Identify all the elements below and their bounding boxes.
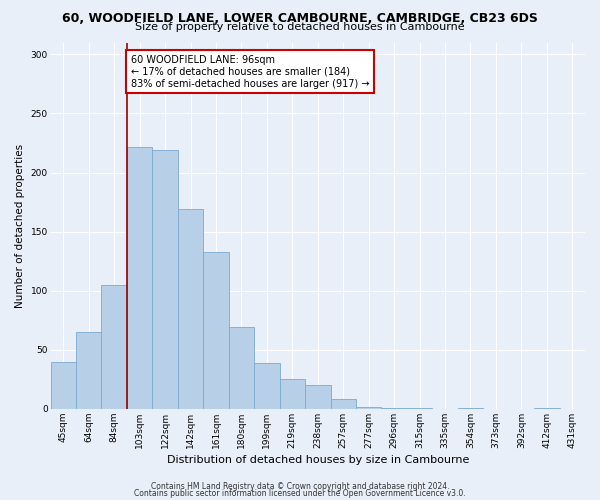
Bar bbox=[178, 209, 203, 409]
Text: Contains public sector information licensed under the Open Government Licence v3: Contains public sector information licen… bbox=[134, 489, 466, 498]
Bar bbox=[203, 252, 229, 409]
Bar bbox=[458, 408, 483, 409]
Bar bbox=[534, 408, 560, 409]
Bar bbox=[305, 386, 331, 409]
Bar bbox=[331, 400, 356, 409]
Text: 60, WOODFIELD LANE, LOWER CAMBOURNE, CAMBRIDGE, CB23 6DS: 60, WOODFIELD LANE, LOWER CAMBOURNE, CAM… bbox=[62, 12, 538, 26]
Bar bbox=[76, 332, 101, 409]
Text: Size of property relative to detached houses in Cambourne: Size of property relative to detached ho… bbox=[135, 22, 465, 32]
Bar bbox=[101, 285, 127, 409]
Bar bbox=[382, 408, 407, 409]
Bar bbox=[127, 146, 152, 409]
Bar bbox=[229, 328, 254, 409]
Bar bbox=[407, 408, 433, 409]
Y-axis label: Number of detached properties: Number of detached properties bbox=[15, 144, 25, 308]
Text: 60 WOODFIELD LANE: 96sqm
← 17% of detached houses are smaller (184)
83% of semi-: 60 WOODFIELD LANE: 96sqm ← 17% of detach… bbox=[131, 56, 369, 88]
Bar bbox=[152, 150, 178, 409]
Bar bbox=[356, 406, 382, 409]
Bar bbox=[50, 362, 76, 409]
Bar bbox=[280, 380, 305, 409]
Text: Contains HM Land Registry data © Crown copyright and database right 2024.: Contains HM Land Registry data © Crown c… bbox=[151, 482, 449, 491]
Bar bbox=[254, 363, 280, 409]
X-axis label: Distribution of detached houses by size in Cambourne: Distribution of detached houses by size … bbox=[167, 455, 469, 465]
